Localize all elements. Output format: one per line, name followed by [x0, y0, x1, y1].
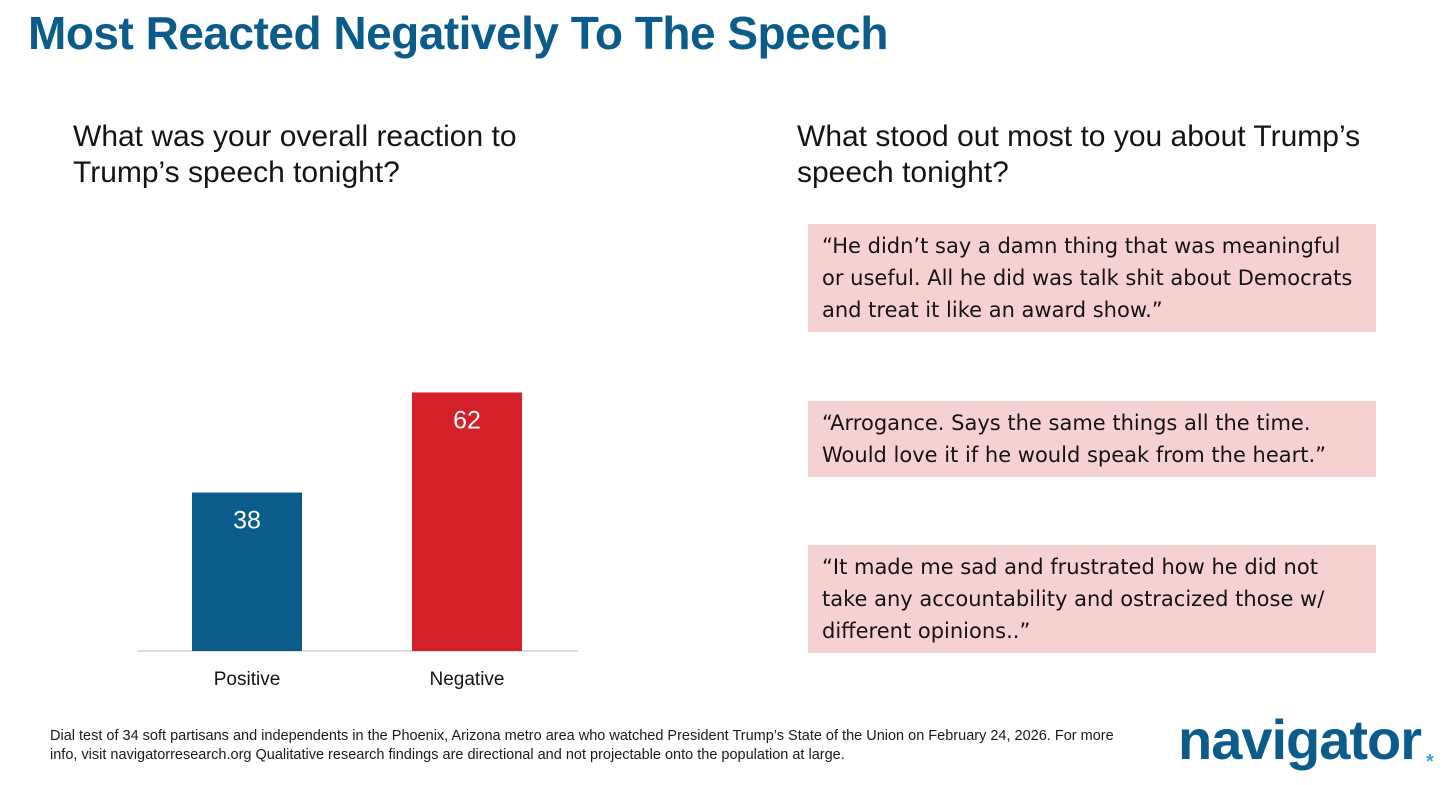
bar-positive — [192, 492, 302, 651]
footnote: Dial test of 34 soft partisans and indep… — [50, 728, 1114, 763]
quote-box: “Arrogance. Says the same things all the… — [808, 401, 1376, 477]
quote-box: “It made me sad and frustrated how he di… — [808, 545, 1376, 653]
quote-box: “He didn’t say a damn thing that was mea… — [808, 224, 1376, 332]
navigator-logo: navigator — [1178, 708, 1422, 771]
quote-text: “Arrogance. Says the same things all the… — [822, 411, 1327, 467]
quote-text: “It made me sad and frustrated how he di… — [822, 555, 1325, 643]
quote-text: “He didn’t say a damn thing that was mea… — [822, 234, 1353, 322]
chart-question: What was your overall reaction to Trump’… — [73, 120, 517, 189]
page-title: Most Reacted Negatively To The Speech — [28, 7, 889, 59]
tick-label-negative: Negative — [430, 669, 505, 690]
bar-negative — [412, 392, 522, 651]
data-label-negative: 62 — [453, 406, 481, 434]
quotes-question: What stood out most to you about Trump’s… — [797, 120, 1361, 189]
tick-label-positive: Positive — [214, 669, 281, 690]
data-label-positive: 38 — [233, 507, 261, 535]
logo-star-icon: * — [1426, 751, 1434, 773]
